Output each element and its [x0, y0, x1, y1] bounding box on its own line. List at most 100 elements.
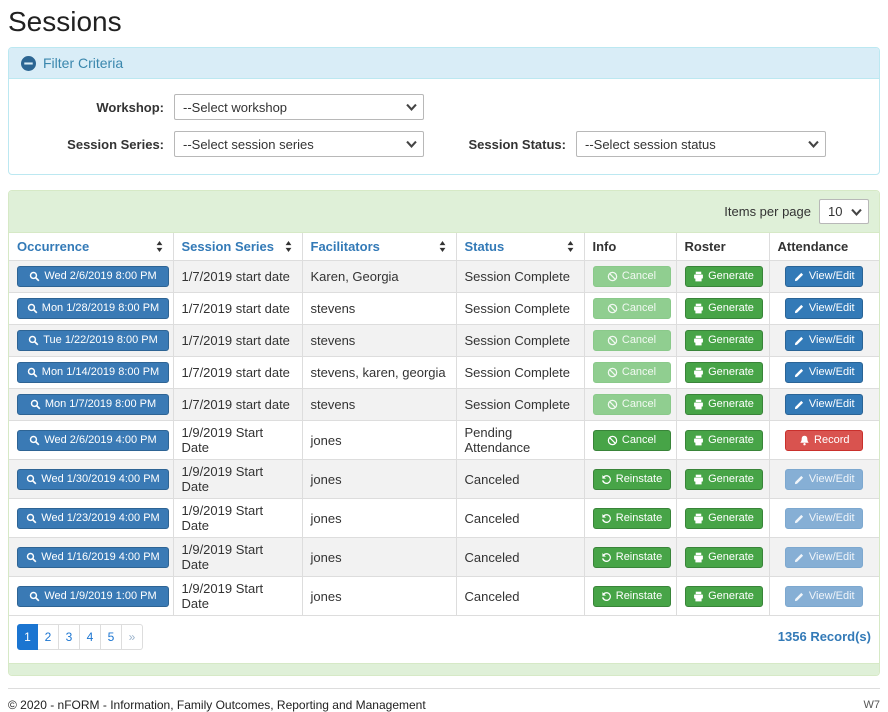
view-edit-button[interactable]: View/Edit [785, 266, 864, 287]
sort-icon[interactable] [565, 240, 576, 253]
occurrence-button[interactable]: Mon 1/28/2019 8:00 PM [17, 298, 169, 319]
pagination-page-4[interactable]: 4 [80, 624, 101, 650]
facilitators-cell-text: jones [310, 510, 342, 526]
occurrence-button[interactable]: Wed 1/30/2019 4:00 PM [17, 468, 169, 490]
table-footer-row: 1 2 3 4 5» 1356 Record(s) [9, 616, 879, 663]
generate-button[interactable]: Generate [684, 362, 763, 383]
status-cell-text: Session Complete [464, 269, 571, 284]
pencil-icon [794, 271, 805, 282]
attendance-cell: View/Edit [768, 356, 879, 389]
table-row: Wed 1/23/2019 4:00 PM 1/9/2019 Start Date… [9, 498, 879, 538]
status-cell-text: Session Complete [464, 397, 571, 412]
undo-icon [601, 513, 612, 524]
roster-cell: Generate [675, 260, 770, 293]
session-status-select[interactable]: --Select session status [576, 131, 826, 157]
occurrence-button[interactable]: Wed 2/6/2019 4:00 PM [17, 429, 169, 451]
view-edit-button[interactable]: View/Edit [785, 330, 864, 351]
sort-icon[interactable] [154, 240, 165, 253]
minus-circle-icon[interactable] [21, 55, 36, 71]
facilitators-cell: stevens [301, 292, 457, 325]
generate-button[interactable]: Generate [684, 330, 763, 351]
status-cell-text: Session Complete [464, 301, 571, 316]
pagination-page-3[interactable]: 3 [59, 624, 80, 650]
occurrence-button[interactable]: Mon 1/14/2019 8:00 PM [17, 362, 169, 383]
generate-button[interactable]: Generate [684, 394, 763, 415]
column-header-occurrence[interactable]: Occurrence [9, 233, 174, 261]
filter-criteria-header[interactable]: Filter Criteria [9, 48, 879, 79]
occurrence-button[interactable]: Tue 1/22/2019 8:00 PM [17, 330, 169, 351]
column-header-status[interactable]: Status [455, 233, 585, 261]
column-header-session-series[interactable]: Session Series [172, 233, 303, 261]
status-cell-text: Canceled [464, 549, 520, 565]
session-series-cell: 1/9/2019 Start Date [172, 420, 303, 460]
occurrence-button[interactable]: Wed 2/6/2019 8:00 PM [17, 266, 169, 287]
occurrence-button[interactable]: Wed 1/23/2019 4:00 PM [17, 507, 169, 529]
pagination-next-button[interactable]: » [122, 624, 143, 650]
view-edit-button: View/Edit [785, 507, 864, 529]
occurrence-button[interactable]: Mon 1/7/2019 8:00 PM [17, 394, 169, 415]
reinstate-button[interactable]: Reinstate [592, 546, 671, 568]
session-series-select[interactable]: --Select session series [174, 131, 424, 157]
pagination-page-1[interactable]: 1 [17, 624, 38, 650]
roster-cell: Generate [675, 498, 770, 538]
sort-icon[interactable] [437, 240, 448, 253]
column-label: Attendance [777, 239, 849, 254]
session-status-select-wrap: --Select session status [576, 131, 826, 157]
occurrence-button[interactable]: Wed 1/16/2019 4:00 PM [17, 546, 169, 568]
view-edit-button-label: View/Edit [808, 270, 855, 282]
record-button[interactable]: Record [785, 429, 864, 451]
generate-button[interactable]: Generate [684, 429, 763, 451]
occurrence-button[interactable]: Wed 1/9/2019 1:00 PM [17, 585, 169, 607]
panel-footer-band [9, 663, 879, 675]
ban-icon [607, 271, 618, 282]
workshop-select[interactable]: --Select workshop [174, 94, 424, 120]
pencil-icon [794, 474, 805, 485]
session-series-cell-text: 1/9/2019 Start Date [181, 425, 264, 455]
status-cell: Session Complete [455, 260, 585, 293]
info-cell: Cancel [583, 292, 677, 325]
generate-button-label: Generate [708, 398, 754, 410]
column-header-facilitators[interactable]: Facilitators [301, 233, 457, 261]
reinstate-button-label: Reinstate [615, 511, 663, 524]
generate-button[interactable]: Generate [684, 266, 763, 287]
cancel-button[interactable]: Cancel [592, 429, 671, 451]
generate-button-label: Generate [708, 366, 754, 378]
column-header-info: Info [583, 233, 677, 261]
facilitators-cell-text: stevens [310, 333, 356, 348]
reinstate-button[interactable]: Reinstate [592, 585, 671, 607]
occurrence-cell: Mon 1/7/2019 8:00 PM [9, 388, 174, 421]
workshop-select-wrap: --Select workshop [174, 94, 424, 120]
session-series-cell-text: 1/7/2019 start date [181, 365, 290, 380]
view-edit-button[interactable]: View/Edit [785, 298, 864, 319]
pagination-page-2[interactable]: 2 [38, 624, 59, 650]
facilitators-cell: stevens [301, 388, 457, 421]
generate-button[interactable]: Generate [684, 298, 763, 319]
reinstate-button[interactable]: Reinstate [592, 468, 671, 490]
facilitators-cell-text: jones [310, 432, 342, 448]
pagination-page-5[interactable]: 5 [101, 624, 122, 650]
view-edit-button-label: View/Edit [808, 398, 855, 410]
session-series-cell-text: 1/7/2019 start date [181, 333, 290, 348]
generate-button[interactable]: Generate [684, 507, 763, 529]
column-label: Occurrence [17, 239, 90, 254]
view-edit-button[interactable]: View/Edit [785, 362, 864, 383]
facilitators-cell-text: jones [310, 549, 342, 565]
view-edit-button[interactable]: View/Edit [785, 394, 864, 415]
column-label: Info [592, 239, 617, 254]
printer-icon [693, 367, 704, 378]
undo-icon [601, 591, 612, 602]
search-icon [28, 335, 39, 346]
generate-button-label: Generate [708, 433, 754, 446]
facilitators-cell-text: stevens [310, 301, 356, 316]
occurrence-button-label: Wed 1/30/2019 4:00 PM [41, 472, 160, 485]
generate-button[interactable]: Generate [684, 546, 763, 568]
facilitators-cell: jones [301, 537, 457, 577]
sort-icon[interactable] [283, 240, 294, 253]
items-per-page-select[interactable]: 10 [819, 199, 869, 224]
page-title: Sessions [8, 6, 122, 37]
info-cell: Cancel [583, 324, 677, 357]
view-edit-button-label: View/Edit [808, 511, 855, 524]
generate-button[interactable]: Generate [684, 585, 763, 607]
generate-button[interactable]: Generate [684, 468, 763, 490]
reinstate-button[interactable]: Reinstate [592, 507, 671, 529]
